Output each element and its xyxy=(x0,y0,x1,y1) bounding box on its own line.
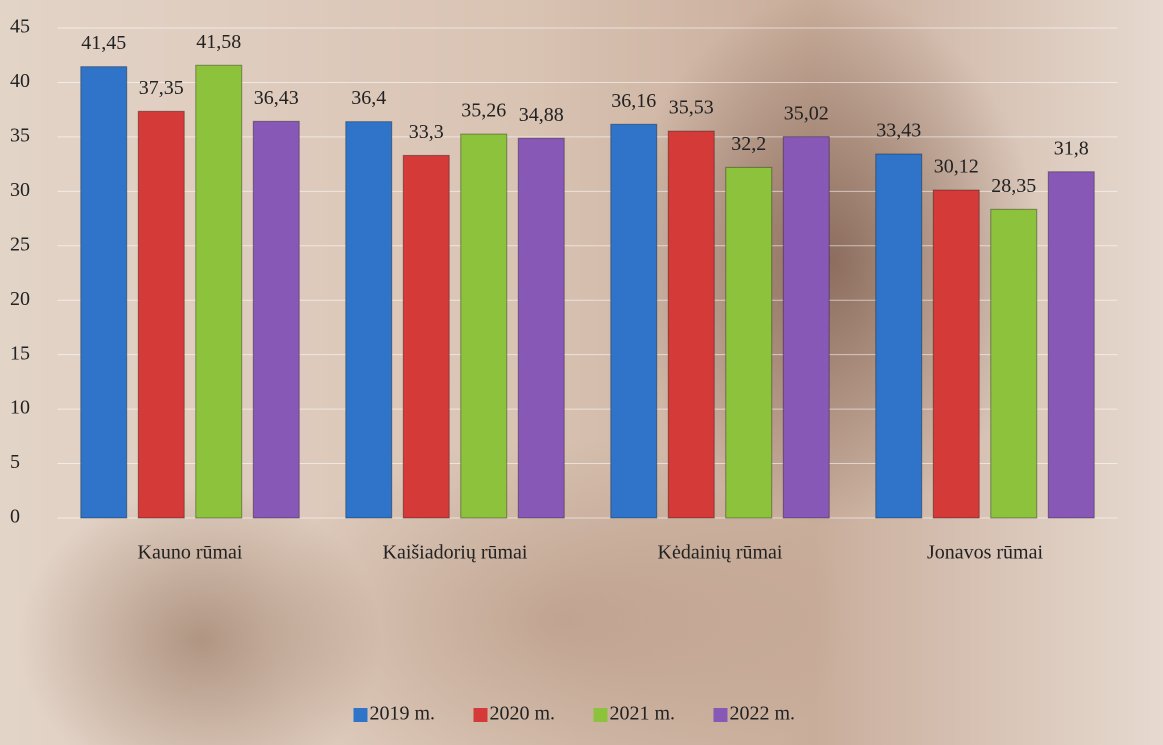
bar xyxy=(610,123,658,519)
legend-label: 2019 m. xyxy=(370,703,436,725)
bar xyxy=(875,153,923,519)
bar xyxy=(252,120,300,519)
legend-label: 2020 m. xyxy=(490,703,556,725)
bar xyxy=(990,208,1038,519)
legend-swatch xyxy=(593,708,608,722)
value-label: 34,88 xyxy=(519,104,564,126)
x-tick-label: Jonavos rūmai xyxy=(927,542,1044,564)
value-label: 41,58 xyxy=(196,31,241,53)
y-tick-label: 35 xyxy=(10,124,30,146)
legend-label: 2021 m. xyxy=(610,703,676,725)
value-label: 28,35 xyxy=(991,175,1036,197)
value-label: 32,2 xyxy=(731,133,766,155)
value-label: 33,43 xyxy=(876,120,921,142)
legend-swatch xyxy=(353,708,368,722)
value-label: 37,35 xyxy=(139,77,184,99)
bar xyxy=(782,136,830,519)
bar xyxy=(402,154,450,519)
bar xyxy=(345,121,393,519)
legend-swatch xyxy=(713,708,728,722)
value-label: 35,53 xyxy=(669,97,714,119)
value-label: 35,02 xyxy=(784,102,829,124)
value-label: 36,16 xyxy=(611,90,656,112)
y-tick-label: 25 xyxy=(10,233,30,255)
bar xyxy=(1047,171,1095,519)
value-label: 41,45 xyxy=(81,32,126,54)
y-tick-label: 5 xyxy=(10,451,20,473)
x-tick-label: Kauno rūmai xyxy=(138,542,243,564)
value-label: 30,12 xyxy=(934,156,979,178)
bar xyxy=(80,66,128,519)
y-tick-label: 40 xyxy=(10,70,30,92)
x-tick-label: Kaišiadorių rūmai xyxy=(383,542,528,564)
bar xyxy=(725,166,773,519)
bar xyxy=(667,130,715,519)
bar xyxy=(195,64,243,519)
bar xyxy=(932,189,980,519)
y-tick-label: 15 xyxy=(10,342,30,364)
value-label: 36,4 xyxy=(351,87,386,109)
y-tick-label: 45 xyxy=(10,16,30,38)
bar xyxy=(517,137,565,519)
value-label: 33,3 xyxy=(409,121,444,143)
value-label: 36,43 xyxy=(254,87,299,109)
legend-label: 2022 m. xyxy=(730,703,796,725)
x-tick-label: Kėdainių rūmai xyxy=(658,542,783,564)
y-tick-label: 10 xyxy=(10,397,30,419)
legend-swatch xyxy=(473,708,488,722)
y-tick-label: 30 xyxy=(10,179,30,201)
y-tick-label: 20 xyxy=(10,288,30,310)
value-label: 35,26 xyxy=(461,100,506,122)
y-tick-label: 0 xyxy=(10,506,20,528)
value-label: 31,8 xyxy=(1054,137,1089,159)
bar xyxy=(460,133,508,519)
bar xyxy=(137,110,185,519)
